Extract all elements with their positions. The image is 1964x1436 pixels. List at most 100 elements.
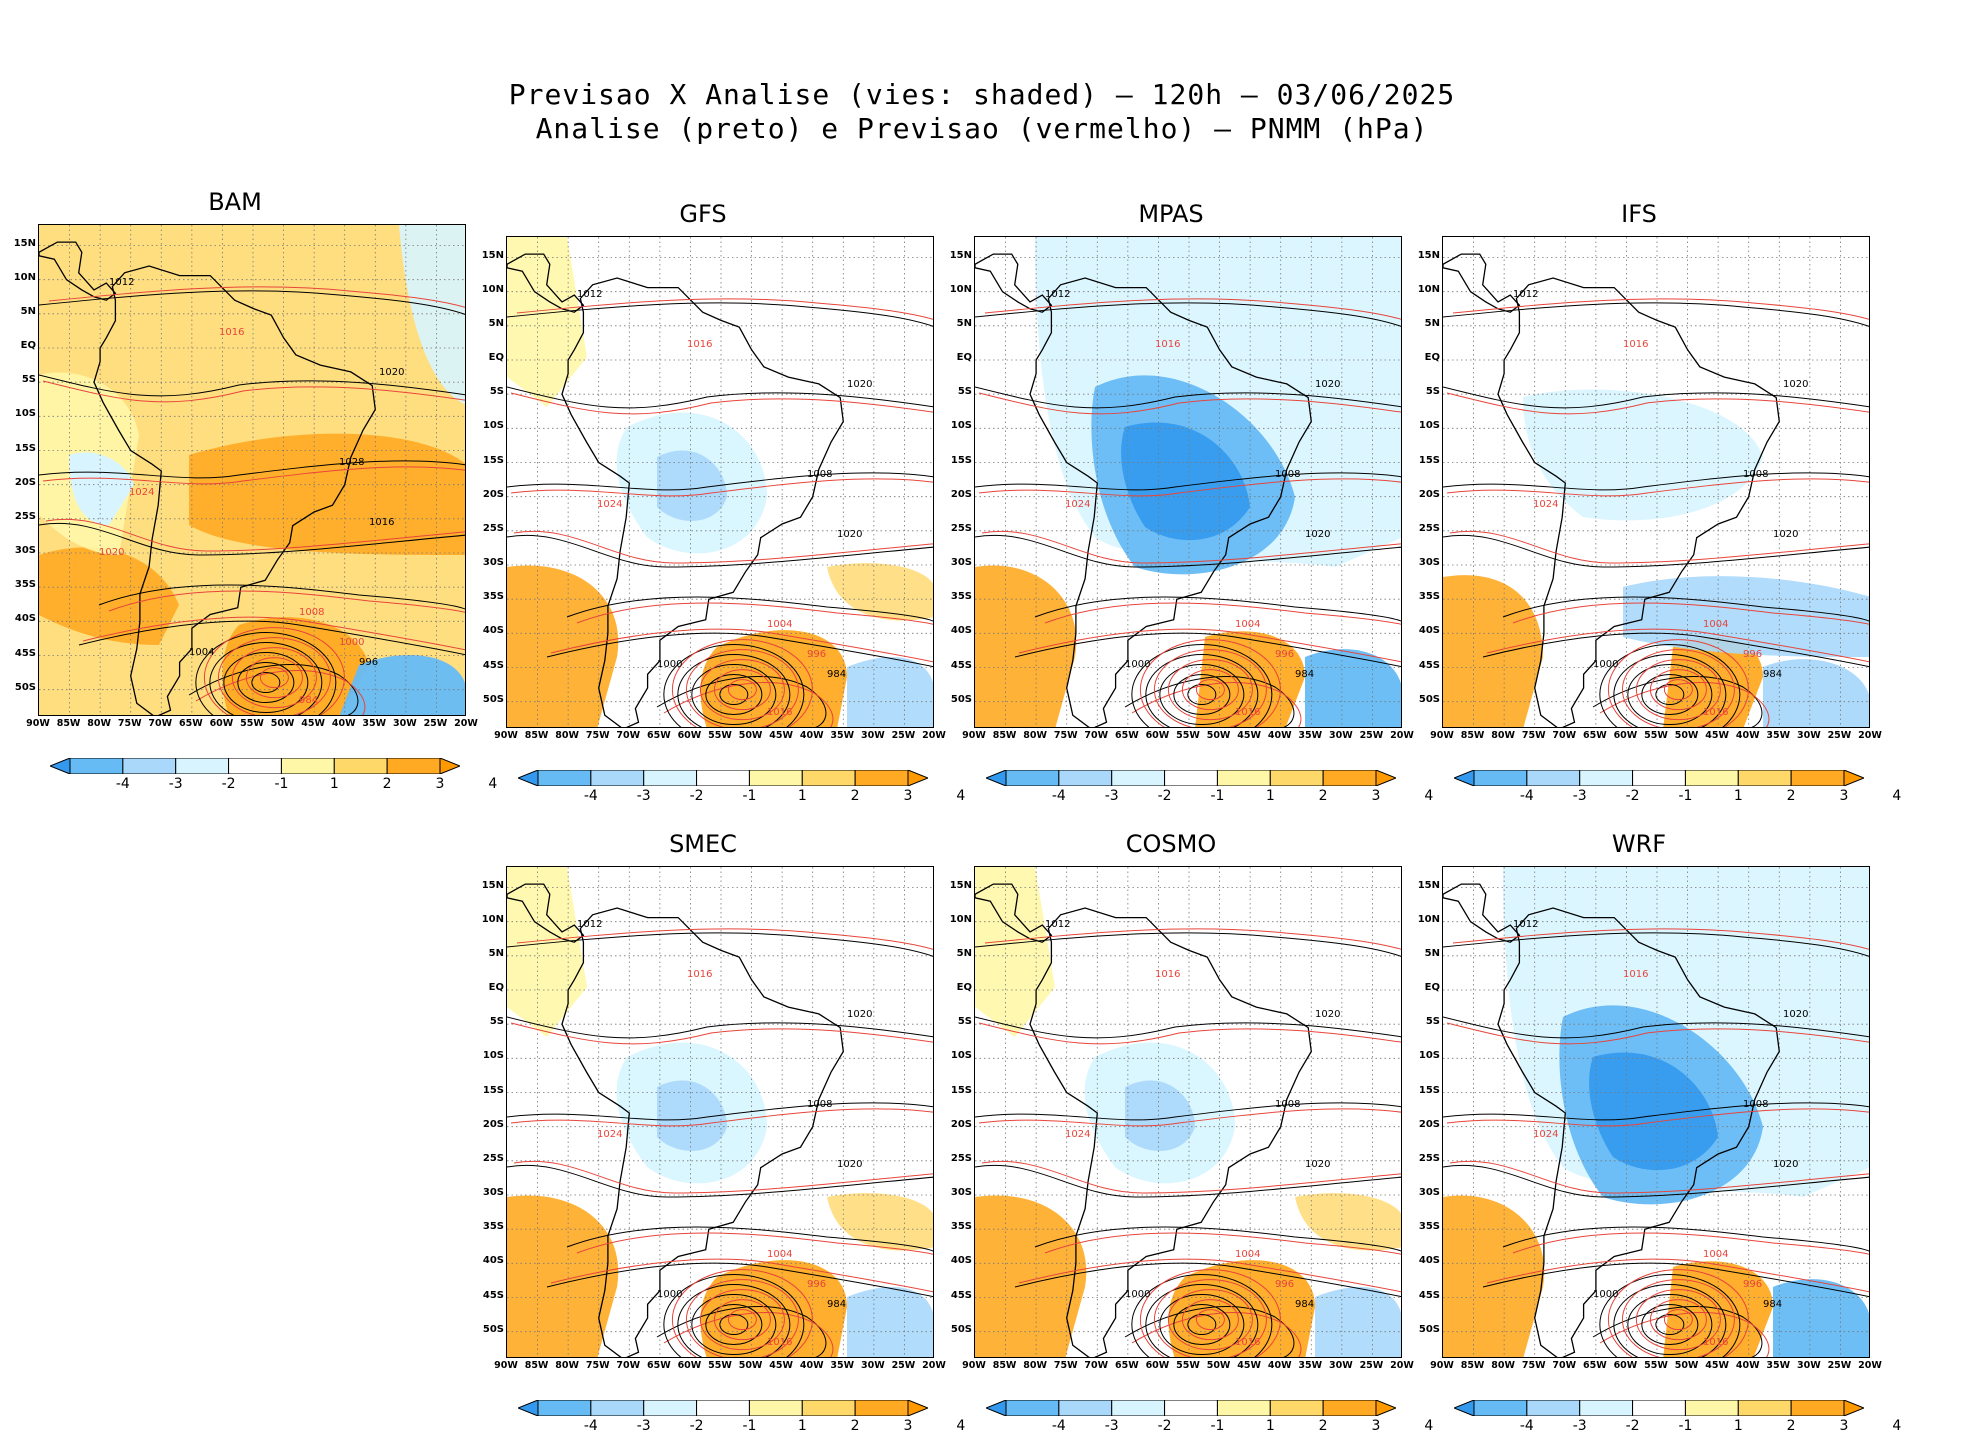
isobar-forecast [1153,1279,1267,1357]
bias-shading [1623,576,1869,657]
colorbar-label: 1 [1265,788,1275,804]
isobar-forecast [1181,669,1239,711]
map-panel-gfs: GFS 15N 10N 5N EQ 5S 10S 15S 20S 25S 30S 35S 40S 45S 5… [468,200,946,760]
colorbar-label: -3 [1572,788,1587,804]
lon-tick-label: 30W [1796,730,1821,741]
isobar-analysis [975,535,1401,568]
lat-tick-label: 30S [482,557,504,568]
contour-label: 1016 [687,969,712,980]
coastline [561,907,844,1357]
isobar-forecast [978,392,1401,415]
contour-label: 1016 [687,339,712,350]
isobar-forecast [671,1269,813,1357]
lat-tick-label: EQ [20,340,36,351]
isobar-analysis [705,674,763,716]
contour-label: 1008 [1275,469,1300,480]
isobar-analysis [1443,1102,1869,1121]
lon-tick-label: 55W [1176,730,1200,741]
colorbar: -4 -3 -2 -1 1 2 3 4 [1452,1399,1901,1434]
lon-tick-label: 40W [331,718,356,729]
colorbar-label: 3 [1839,788,1849,804]
lat-tick-label: 5N [20,305,36,317]
colorbar-segment [1632,769,1686,787]
colorbar-segment [69,757,124,775]
colorbar-label: 1 [1733,788,1743,804]
isobar-analysis [546,632,933,668]
isobar-forecast [42,466,465,485]
coastline [507,253,585,313]
colorbar-label: 1 [1733,1418,1743,1434]
lon-tick-label: 50W [270,718,295,729]
isobar-analysis [1641,1304,1699,1346]
bias-shading [222,617,369,715]
lat-tick-label: 10N [1417,283,1440,295]
colorbar-label: -2 [1157,1418,1172,1434]
colorbar-segment [280,757,335,775]
colorbar-segment [1843,769,1866,787]
colorbar-label: -4 [1519,1418,1534,1434]
isobar-analysis [1034,596,1401,622]
bias-shading [1443,1195,1545,1357]
lon-tick-label: 50W [1206,1360,1231,1371]
isobar-forecast [513,531,933,564]
lon-tick-label: 90W [26,718,50,729]
lat-tick-label: 50S [950,1323,972,1335]
lat-tick-label: 15S [950,454,972,466]
lon-tick-label: 75W [117,718,142,729]
contour-label: 1004 [1703,1249,1728,1260]
lon-tick-label: 20W [922,1360,946,1371]
colorbar-label: 1 [329,776,339,792]
lon-tick-label: 50W [1674,1360,1699,1371]
colorbar-segment [1375,769,1398,787]
lat-tick-label: 10S [950,420,972,432]
contour-label: 1012 [109,277,134,288]
coastline [975,883,1053,943]
lat-tick-label: 45S [1418,1289,1440,1301]
contour-label: 996 [359,657,378,668]
isobar-forecast [1139,1269,1281,1357]
lon-tick-label: 90W [1430,730,1454,741]
panel-title: COSMO [1125,830,1217,858]
main-title-line2: Analise (preto) e Previsao (vermelho) – … [535,112,1429,145]
lat-tick-label: 15N [481,249,504,261]
colorbar-segment [1684,1399,1739,1417]
colorbar-segment [1473,1399,1528,1417]
contour-label: 1020 [837,529,862,540]
colorbar-label: 3 [1371,1418,1381,1434]
colorbar-label: -1 [274,776,289,792]
lon-tick-label: 50W [738,730,763,741]
colorbar-label: -2 [689,1418,704,1434]
isobar-forecast [978,1108,1401,1127]
map-plot-area: 1012 1016 1020 1024 1008 1004 1000 996 984 1016 10… [506,236,934,728]
lon-tick-label: 35W [830,730,855,741]
coastline [1029,277,1312,727]
colorbar-segment [333,757,388,775]
colorbar-segment [696,769,750,787]
contour-label: 1008 [1743,1099,1768,1110]
bias-shading [827,563,933,621]
contour-label: 1000 [339,637,364,648]
lat-tick-label: 50S [1418,693,1440,705]
isobar-analysis [1627,1294,1713,1356]
colorbar: -4 -3 -2 -1 1 2 3 4 [984,1399,1433,1434]
lon-tick-label: 65W [1114,730,1139,741]
isobar-forecast [1649,669,1707,711]
lat-tick-label: 5N [1424,947,1440,959]
isobar-analysis [1627,664,1713,726]
lat-tick-label: 40S [1418,625,1440,637]
lon-tick-label: 85W [1460,1360,1485,1371]
contour-label: 1004 [767,1249,792,1260]
lat-tick-label: 50S [482,693,504,705]
lon-tick-label: 45W [301,718,325,729]
contour-label: 1008 [807,1099,832,1110]
colorbar-segment [1790,769,1845,787]
isobar-analysis [1443,535,1869,568]
coastline [1443,253,1521,313]
colorbar-segment [1005,1399,1060,1417]
colorbar-label: 1 [797,788,807,804]
lon-tick-label: 40W [1267,1360,1292,1371]
contour-label: 1024 [1533,499,1558,510]
map-plot-area: 1012 1016 1020 1024 1008 1004 1000 996 984 1016 10… [974,866,1402,1358]
